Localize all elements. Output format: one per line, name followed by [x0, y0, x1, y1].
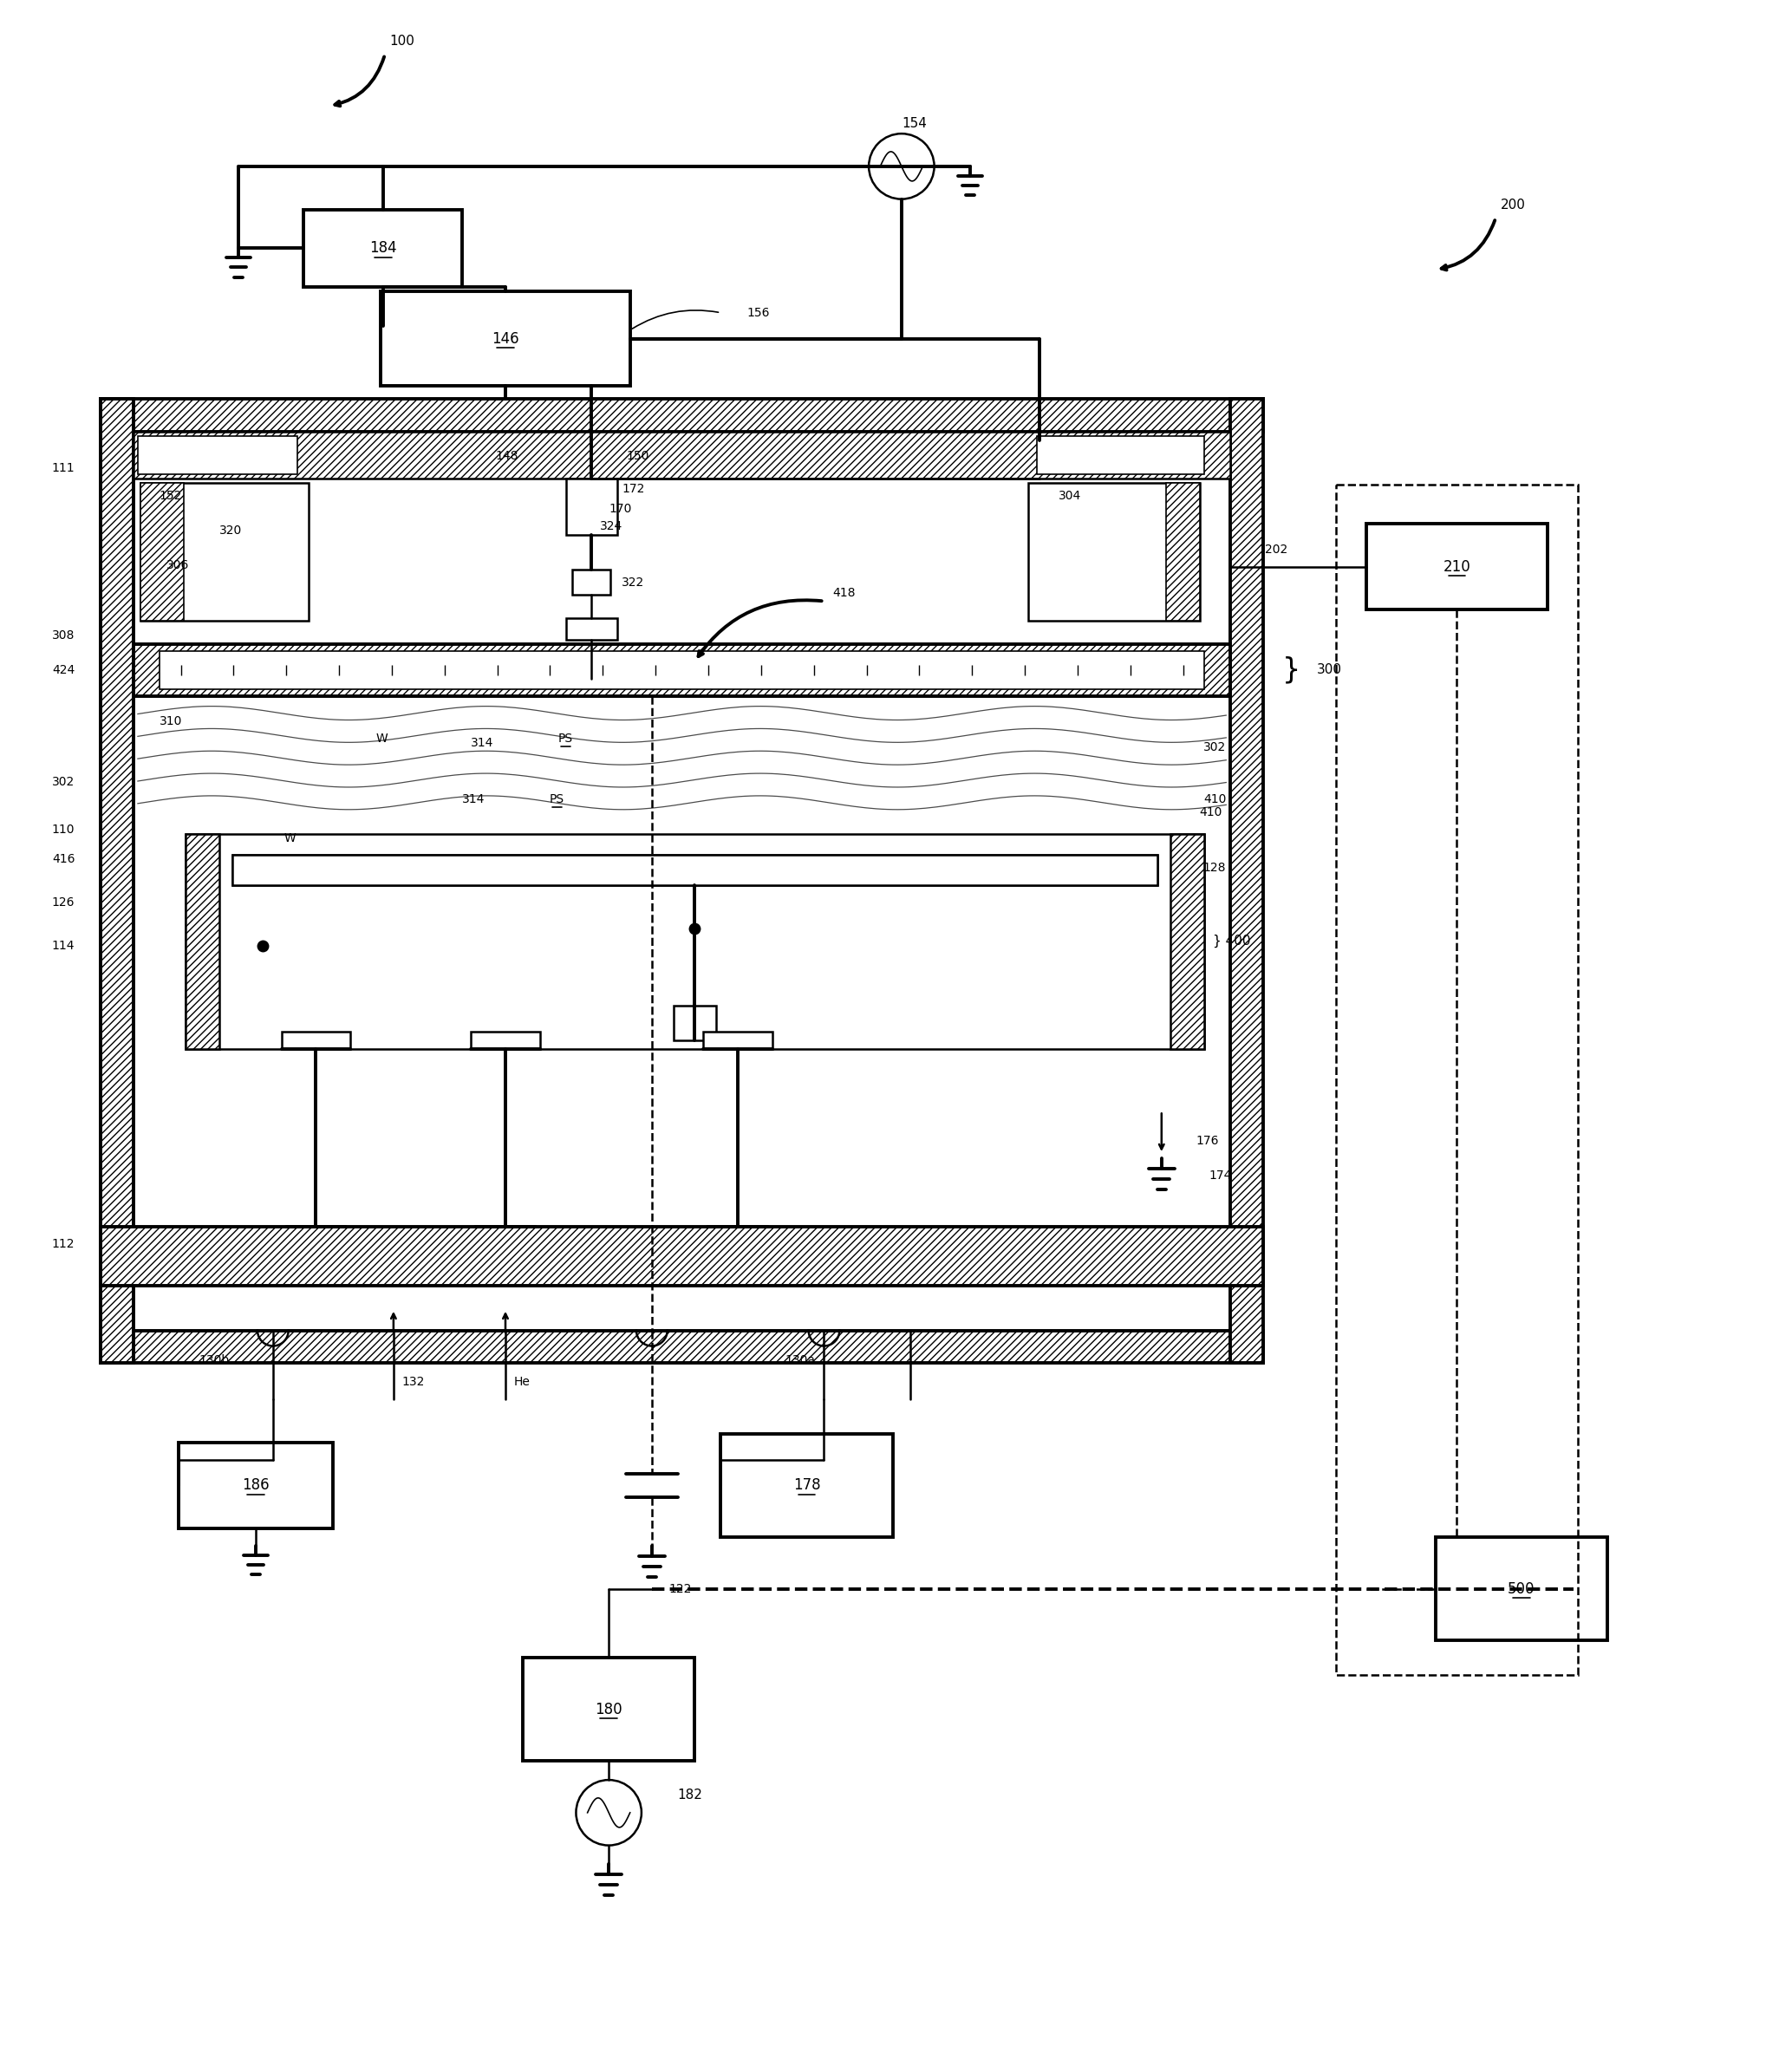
- Bar: [233, 856, 1157, 885]
- Text: 122: 122: [669, 1583, 692, 1595]
- Bar: [1367, 524, 1547, 609]
- Text: W: W: [284, 831, 297, 843]
- Text: 418: 418: [832, 586, 855, 599]
- Text: 100: 100: [390, 35, 415, 48]
- Bar: [1166, 483, 1201, 622]
- Bar: [134, 431, 1231, 479]
- Bar: [523, 1658, 694, 1761]
- Text: 306: 306: [166, 559, 189, 572]
- Bar: [233, 856, 1157, 885]
- Text: W: W: [376, 733, 389, 746]
- Text: 152: 152: [159, 491, 182, 501]
- Bar: [1231, 398, 1263, 1363]
- Text: PS: PS: [549, 794, 565, 806]
- Bar: [178, 1442, 334, 1529]
- Bar: [101, 1227, 1263, 1287]
- Text: 130a: 130a: [786, 1355, 816, 1368]
- Text: 184: 184: [369, 240, 397, 257]
- Text: 314: 314: [463, 794, 486, 806]
- Text: 310: 310: [159, 715, 182, 727]
- Text: 304: 304: [1058, 491, 1081, 501]
- Text: 324: 324: [600, 520, 623, 533]
- Text: 176: 176: [1196, 1135, 1219, 1148]
- Text: 424: 424: [53, 663, 74, 675]
- Bar: [565, 479, 618, 535]
- Text: 148: 148: [496, 450, 519, 462]
- Text: 320: 320: [219, 524, 242, 537]
- Text: 110: 110: [51, 823, 74, 835]
- Text: 150: 150: [625, 450, 648, 462]
- Text: 180: 180: [595, 1701, 622, 1718]
- Bar: [138, 435, 297, 474]
- Bar: [140, 483, 184, 622]
- Bar: [572, 570, 611, 595]
- Text: PS: PS: [558, 733, 574, 746]
- Text: 182: 182: [678, 1788, 703, 1803]
- Text: 200: 200: [1501, 199, 1526, 211]
- Text: 300: 300: [1316, 663, 1342, 678]
- Text: 130b: 130b: [200, 1355, 230, 1368]
- Bar: [721, 1434, 894, 1537]
- Bar: [140, 483, 309, 622]
- Text: 170: 170: [609, 503, 632, 516]
- Text: 156: 156: [747, 307, 770, 319]
- Text: He: He: [514, 1376, 530, 1388]
- Text: 172: 172: [622, 483, 645, 495]
- Text: 111: 111: [51, 462, 74, 474]
- Text: 410: 410: [1203, 794, 1226, 806]
- Bar: [565, 617, 618, 640]
- Bar: [101, 398, 134, 1363]
- Bar: [703, 1032, 772, 1048]
- Text: 410: 410: [1199, 806, 1222, 818]
- Text: 174: 174: [1210, 1169, 1231, 1181]
- Text: 132: 132: [403, 1376, 426, 1388]
- Text: 314: 314: [472, 738, 494, 750]
- Text: 126: 126: [51, 897, 74, 910]
- Bar: [101, 398, 1263, 431]
- Bar: [1171, 833, 1204, 1048]
- Bar: [1028, 483, 1201, 622]
- Bar: [1337, 485, 1577, 1674]
- Bar: [673, 1005, 717, 1040]
- Text: 128: 128: [1203, 862, 1226, 874]
- Bar: [304, 209, 463, 286]
- Text: 202: 202: [1264, 543, 1287, 555]
- Text: 210: 210: [1443, 559, 1471, 574]
- Bar: [1436, 1537, 1607, 1641]
- Text: 186: 186: [242, 1477, 270, 1494]
- Text: 154: 154: [902, 116, 927, 131]
- Bar: [159, 651, 1204, 690]
- Text: 114: 114: [51, 939, 74, 951]
- Text: 500: 500: [1508, 1581, 1535, 1598]
- Text: 112: 112: [51, 1239, 74, 1249]
- Text: 302: 302: [53, 775, 74, 787]
- Bar: [185, 833, 219, 1048]
- Text: 308: 308: [51, 630, 74, 642]
- Bar: [381, 292, 630, 385]
- Bar: [134, 644, 1231, 696]
- Bar: [281, 1032, 350, 1048]
- Text: 302: 302: [1203, 742, 1226, 754]
- Bar: [472, 1032, 540, 1048]
- Text: 416: 416: [51, 854, 74, 866]
- Bar: [1037, 435, 1204, 474]
- Text: 322: 322: [622, 576, 645, 588]
- Text: }: }: [1282, 655, 1300, 684]
- Text: 178: 178: [793, 1477, 821, 1494]
- Text: 146: 146: [491, 332, 519, 346]
- Bar: [101, 1330, 1263, 1363]
- Bar: [185, 833, 1204, 1048]
- Text: } 400: } 400: [1213, 934, 1250, 947]
